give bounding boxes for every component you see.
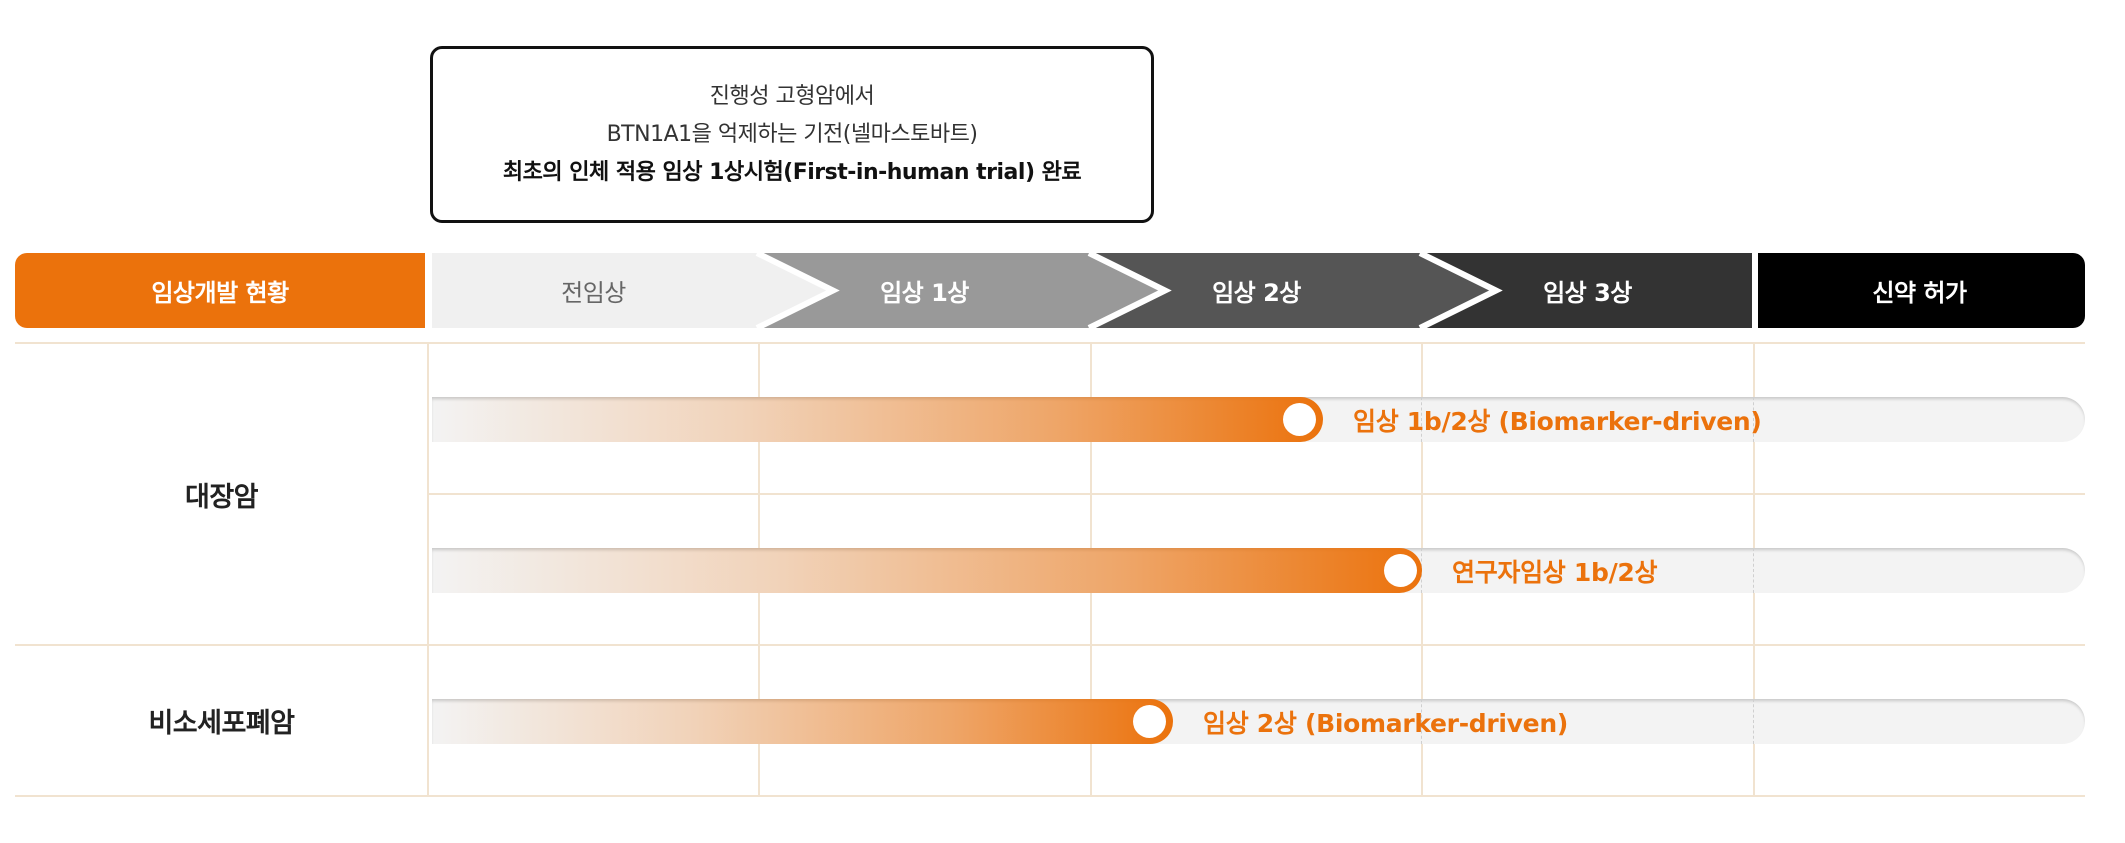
progress-marker-icon: [1384, 554, 1417, 587]
stage-phase1-shape: [757, 253, 1165, 328]
indication-label: 대장암: [184, 481, 259, 513]
callout-line-1: 진행성 고형암에서: [709, 83, 875, 109]
progress-marker-icon: [1133, 705, 1166, 738]
program-label: 임상 1b/2상 (Biomarker-driven): [1353, 406, 1762, 436]
callout-line-3: 최초의 인체 적용 임상 1상시험(First-in-human trial) …: [502, 159, 1082, 185]
stage-phase3-shape: [1420, 253, 1752, 328]
indication-label: 비소세포폐암: [148, 708, 295, 739]
stage-phase2-shape: [1089, 253, 1496, 328]
stage-approval-shape: [1758, 253, 2085, 328]
callout-line-2: BTN1A1을 억제하는 기전(넬마스토바트): [606, 121, 978, 147]
track-divider: [1753, 548, 1754, 593]
progress-fill: [432, 548, 1422, 593]
progress-fill: [432, 699, 1173, 744]
grid-bottom-line: [15, 795, 2085, 797]
stage-phase-2: 임상 2상: [1212, 279, 1301, 307]
grid-subrow-line: [428, 493, 2085, 495]
track-divider: [1753, 397, 1754, 442]
track-divider: [1421, 699, 1422, 744]
header-title: 임상개발 현황: [15, 253, 425, 328]
track-divider: [1421, 397, 1422, 442]
stage-preclinical: 전임상: [561, 279, 626, 307]
stage-approval: 신약 허가: [1872, 279, 1967, 307]
stage-preclinical-shape: [432, 253, 833, 328]
stage-chevrons: [432, 253, 2085, 328]
progress-marker-icon: [1283, 403, 1316, 436]
pipeline-header: 임상개발 현황 전임상 임상 1상 임상 2상 임상 3상 신약 허가: [15, 253, 2085, 328]
stage-phase-3: 임상 3상: [1543, 279, 1632, 307]
program-label: 연구자임상 1b/2상: [1452, 557, 1658, 587]
stage-phase-1: 임상 1상: [880, 279, 969, 307]
progress-fill: [432, 397, 1323, 442]
milestone-callout: 진행성 고형암에서 BTN1A1을 억제하는 기전(넬마스토바트) 최초의 인체…: [430, 46, 1154, 223]
track-divider: [1753, 699, 1754, 744]
program-label: 임상 2상 (Biomarker-driven): [1203, 708, 1568, 738]
